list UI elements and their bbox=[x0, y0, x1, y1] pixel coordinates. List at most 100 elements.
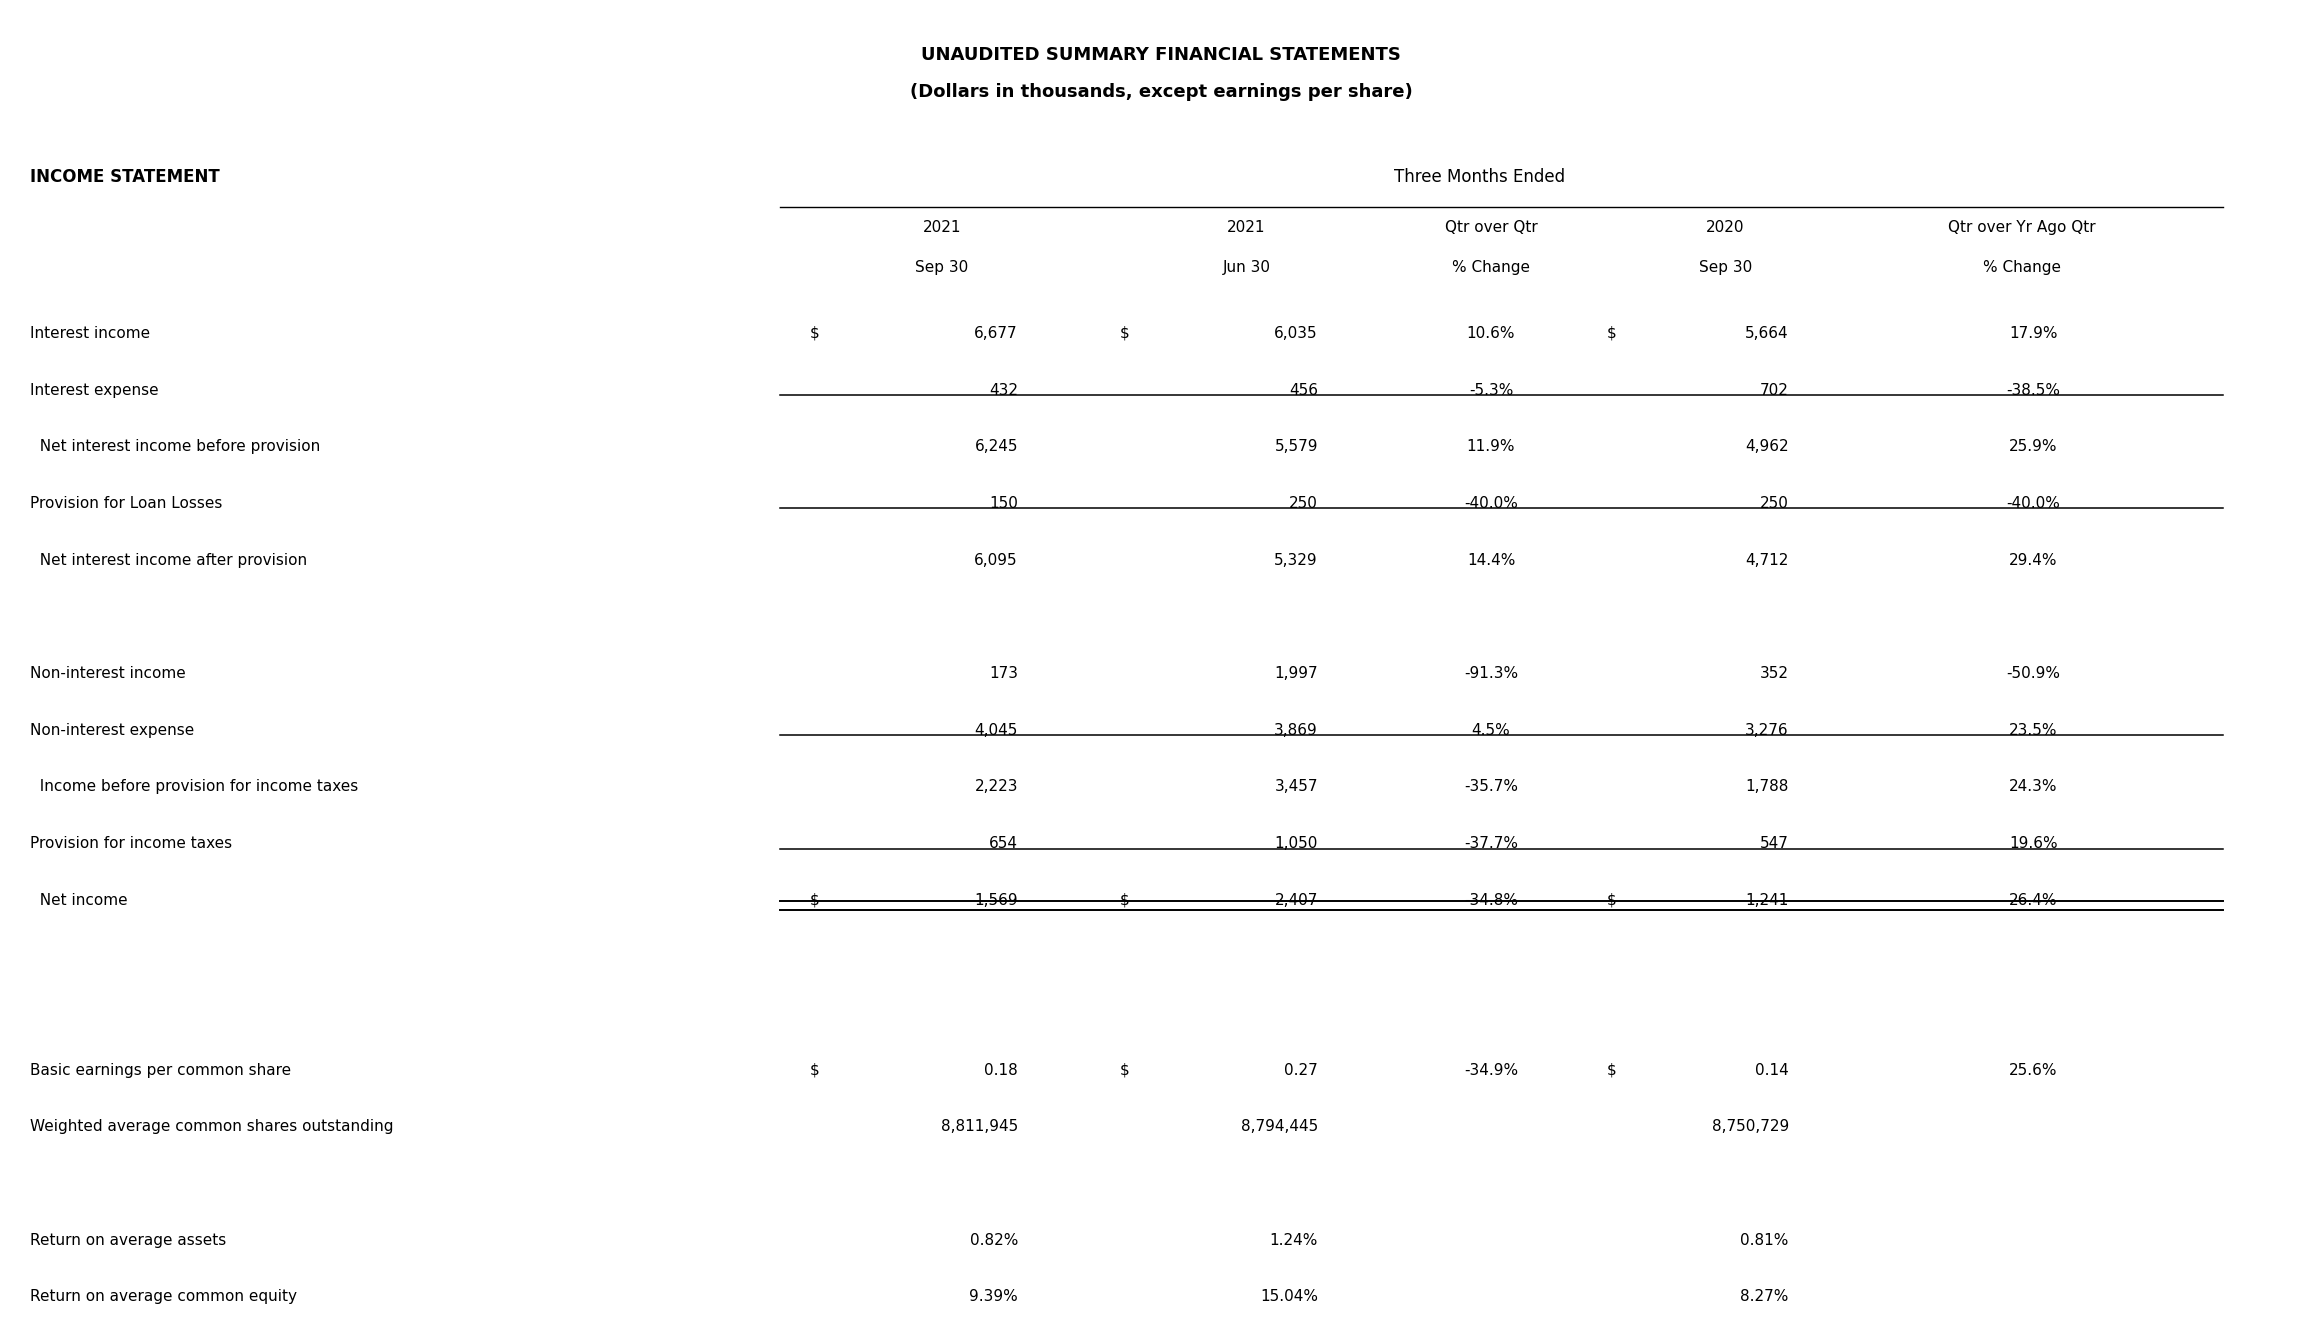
Text: 6,035: 6,035 bbox=[1275, 326, 1319, 341]
Text: 352: 352 bbox=[1760, 666, 1788, 681]
Text: 9.39%: 9.39% bbox=[968, 1289, 1017, 1304]
Text: 10.6%: 10.6% bbox=[1468, 326, 1516, 341]
Text: $: $ bbox=[810, 1063, 820, 1078]
Text: 14.4%: 14.4% bbox=[1468, 553, 1516, 567]
Text: Provision for income taxes: Provision for income taxes bbox=[30, 836, 232, 851]
Text: 0.81%: 0.81% bbox=[1742, 1233, 1788, 1248]
Text: 3,276: 3,276 bbox=[1746, 723, 1788, 738]
Text: -37.7%: -37.7% bbox=[1465, 836, 1519, 851]
Text: 23.5%: 23.5% bbox=[2009, 723, 2057, 738]
Text: -34.8%: -34.8% bbox=[1465, 892, 1519, 907]
Text: 8,811,945: 8,811,945 bbox=[940, 1119, 1017, 1135]
Text: $: $ bbox=[1607, 326, 1616, 341]
Text: 4,045: 4,045 bbox=[975, 723, 1017, 738]
Text: Qtr over Qtr: Qtr over Qtr bbox=[1444, 221, 1537, 236]
Text: $: $ bbox=[1119, 1063, 1128, 1078]
Text: 2,407: 2,407 bbox=[1275, 892, 1319, 907]
Text: 250: 250 bbox=[1760, 496, 1788, 511]
Text: -91.3%: -91.3% bbox=[1463, 666, 1519, 681]
Text: (Dollars in thousands, except earnings per share): (Dollars in thousands, except earnings p… bbox=[910, 84, 1412, 101]
Text: 8,750,729: 8,750,729 bbox=[1711, 1119, 1788, 1135]
Text: Return on average assets: Return on average assets bbox=[30, 1233, 225, 1248]
Text: 5,664: 5,664 bbox=[1746, 326, 1788, 341]
Text: 25.9%: 25.9% bbox=[2009, 440, 2057, 454]
Text: 173: 173 bbox=[989, 666, 1017, 681]
Text: 654: 654 bbox=[989, 836, 1017, 851]
Text: Weighted average common shares outstanding: Weighted average common shares outstandi… bbox=[30, 1119, 392, 1135]
Text: -38.5%: -38.5% bbox=[2006, 382, 2060, 398]
Text: 1,050: 1,050 bbox=[1275, 836, 1319, 851]
Text: 1.24%: 1.24% bbox=[1270, 1233, 1319, 1248]
Text: 0.27: 0.27 bbox=[1284, 1063, 1319, 1078]
Text: 15.04%: 15.04% bbox=[1261, 1289, 1319, 1304]
Text: 8,794,445: 8,794,445 bbox=[1240, 1119, 1319, 1135]
Text: 26.4%: 26.4% bbox=[2009, 892, 2057, 907]
Text: Income before provision for income taxes: Income before provision for income taxes bbox=[30, 779, 358, 794]
Text: $: $ bbox=[810, 892, 820, 907]
Text: 6,245: 6,245 bbox=[975, 440, 1017, 454]
Text: 25.6%: 25.6% bbox=[2009, 1063, 2057, 1078]
Text: 1,241: 1,241 bbox=[1746, 892, 1788, 907]
Text: -34.9%: -34.9% bbox=[1463, 1063, 1519, 1078]
Text: 0.14: 0.14 bbox=[1755, 1063, 1788, 1078]
Text: Net interest income before provision: Net interest income before provision bbox=[30, 440, 320, 454]
Text: 250: 250 bbox=[1289, 496, 1319, 511]
Text: 19.6%: 19.6% bbox=[2009, 836, 2057, 851]
Text: -40.0%: -40.0% bbox=[1465, 496, 1519, 511]
Text: -40.0%: -40.0% bbox=[2006, 496, 2060, 511]
Text: $: $ bbox=[1119, 326, 1128, 341]
Text: -35.7%: -35.7% bbox=[1465, 779, 1519, 794]
Text: 456: 456 bbox=[1289, 382, 1319, 398]
Text: Sep 30: Sep 30 bbox=[915, 260, 968, 274]
Text: Sep 30: Sep 30 bbox=[1700, 260, 1753, 274]
Text: -50.9%: -50.9% bbox=[2006, 666, 2060, 681]
Text: 1,569: 1,569 bbox=[975, 892, 1017, 907]
Text: 6,677: 6,677 bbox=[975, 326, 1017, 341]
Text: Net income: Net income bbox=[30, 892, 128, 907]
Text: Interest income: Interest income bbox=[30, 326, 151, 341]
Text: Qtr over Yr Ago Qtr: Qtr over Yr Ago Qtr bbox=[1948, 221, 2097, 236]
Text: 4,712: 4,712 bbox=[1746, 553, 1788, 567]
Text: 3,869: 3,869 bbox=[1275, 723, 1319, 738]
Text: 150: 150 bbox=[989, 496, 1017, 511]
Text: 24.3%: 24.3% bbox=[2009, 779, 2057, 794]
Text: 29.4%: 29.4% bbox=[2009, 553, 2057, 567]
Text: 1,788: 1,788 bbox=[1746, 779, 1788, 794]
Text: 8.27%: 8.27% bbox=[1742, 1289, 1788, 1304]
Text: 2,223: 2,223 bbox=[975, 779, 1017, 794]
Text: Return on average common equity: Return on average common equity bbox=[30, 1289, 297, 1304]
Text: $: $ bbox=[1119, 892, 1128, 907]
Text: INCOME STATEMENT: INCOME STATEMENT bbox=[30, 168, 221, 185]
Text: % Change: % Change bbox=[1983, 260, 2062, 274]
Text: 11.9%: 11.9% bbox=[1468, 440, 1516, 454]
Text: Three Months Ended: Three Months Ended bbox=[1393, 168, 1565, 185]
Text: 3,457: 3,457 bbox=[1275, 779, 1319, 794]
Text: 4,962: 4,962 bbox=[1746, 440, 1788, 454]
Text: 4.5%: 4.5% bbox=[1472, 723, 1509, 738]
Text: Jun 30: Jun 30 bbox=[1221, 260, 1270, 274]
Text: 6,095: 6,095 bbox=[975, 553, 1017, 567]
Text: $: $ bbox=[1607, 892, 1616, 907]
Text: 5,329: 5,329 bbox=[1275, 553, 1319, 567]
Text: Basic earnings per common share: Basic earnings per common share bbox=[30, 1063, 290, 1078]
Text: 2020: 2020 bbox=[1707, 221, 1744, 236]
Text: % Change: % Change bbox=[1451, 260, 1530, 274]
Text: 17.9%: 17.9% bbox=[2009, 326, 2057, 341]
Text: Interest expense: Interest expense bbox=[30, 382, 158, 398]
Text: -5.3%: -5.3% bbox=[1470, 382, 1514, 398]
Text: 547: 547 bbox=[1760, 836, 1788, 851]
Text: $: $ bbox=[810, 326, 820, 341]
Text: $: $ bbox=[1607, 1063, 1616, 1078]
Text: Non-interest expense: Non-interest expense bbox=[30, 723, 195, 738]
Text: 702: 702 bbox=[1760, 382, 1788, 398]
Text: 432: 432 bbox=[989, 382, 1017, 398]
Text: 0.18: 0.18 bbox=[985, 1063, 1017, 1078]
Text: 2021: 2021 bbox=[922, 221, 961, 236]
Text: Net interest income after provision: Net interest income after provision bbox=[30, 553, 307, 567]
Text: 2021: 2021 bbox=[1226, 221, 1265, 236]
Text: Provision for Loan Losses: Provision for Loan Losses bbox=[30, 496, 223, 511]
Text: Non-interest income: Non-interest income bbox=[30, 666, 186, 681]
Text: 1,997: 1,997 bbox=[1275, 666, 1319, 681]
Text: 5,579: 5,579 bbox=[1275, 440, 1319, 454]
Text: UNAUDITED SUMMARY FINANCIAL STATEMENTS: UNAUDITED SUMMARY FINANCIAL STATEMENTS bbox=[922, 47, 1400, 64]
